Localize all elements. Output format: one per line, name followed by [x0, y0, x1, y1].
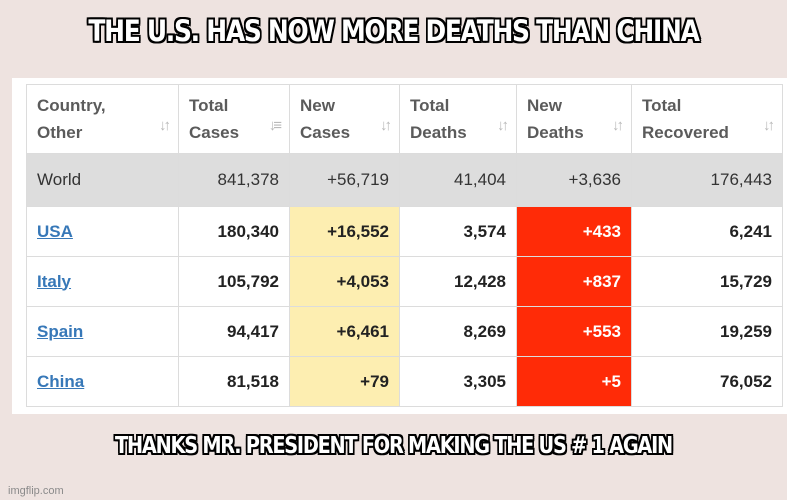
total-cases-cell: 94,417: [178, 306, 290, 357]
sort-both-icon: ↓↑: [612, 117, 624, 134]
header-country[interactable]: Country, Other ↓↑: [26, 84, 179, 154]
total-cases-cell: 105,792: [178, 256, 290, 307]
total-cases-cell: 180,340: [178, 206, 290, 257]
total-recovered-cell: 15,729: [631, 256, 783, 307]
top-caption: THE U.S. HAS NOW MORE DEATHS THAN CHINA: [88, 14, 699, 48]
sort-both-icon: ↓↑: [497, 117, 509, 134]
total-deaths-cell: 3,305: [399, 356, 517, 407]
country-cell: USA: [26, 206, 179, 257]
bottom-caption: THANKS MR. PRESIDENT FOR MAKING THE US #…: [115, 433, 673, 459]
new-deaths-cell: +3,636: [516, 153, 632, 207]
imgflip-watermark: imgflip.com: [8, 485, 64, 497]
header-new-deaths[interactable]: New Deaths ↓↑: [516, 84, 632, 154]
new-cases-cell: +4,053: [289, 256, 400, 307]
total-deaths-cell: 3,574: [399, 206, 517, 257]
total-cases-cell: 81,518: [178, 356, 290, 407]
table-row: Spain 94,417 +6,461 8,269 +553 19,259: [26, 306, 783, 357]
new-cases-cell: +56,719: [289, 153, 400, 207]
new-deaths-cell: +5: [516, 356, 632, 407]
total-recovered-cell: 76,052: [631, 356, 783, 407]
table-row-world: World 841,378 +56,719 41,404 +3,636 176,…: [26, 153, 783, 207]
country-link[interactable]: Spain: [37, 321, 84, 341]
country-link[interactable]: China: [37, 371, 85, 391]
country-cell: World: [26, 153, 179, 207]
header-total-recovered[interactable]: Total Recovered ↓↑: [631, 84, 783, 154]
total-recovered-cell: 176,443: [631, 153, 783, 207]
country-link[interactable]: USA: [37, 221, 73, 241]
country-link[interactable]: Italy: [37, 271, 72, 291]
total-recovered-cell: 19,259: [631, 306, 783, 357]
country-cell: Spain: [26, 306, 179, 357]
table-row: Italy 105,792 +4,053 12,428 +837 15,729: [26, 256, 783, 307]
new-cases-cell: +6,461: [289, 306, 400, 357]
table-row: USA 180,340 +16,552 3,574 +433 6,241: [26, 206, 783, 257]
sort-both-icon: ↓↑: [380, 117, 392, 134]
country-cell: Italy: [26, 256, 179, 307]
total-cases-cell: 841,378: [178, 153, 290, 207]
table-header-row: Country, Other ↓↑ Total Cases ↓≡ New Cases ↓↑ …: [26, 84, 783, 154]
country-cell: China: [26, 356, 179, 407]
table-row: China 81,518 +79 3,305 +5 76,052: [26, 356, 783, 407]
sort-both-icon: ↓↑: [763, 117, 775, 134]
covid-stats-table: Country, Other ↓↑ Total Cases ↓≡ New Cases ↓↑ …: [26, 84, 783, 407]
total-deaths-cell: 8,269: [399, 306, 517, 357]
new-cases-cell: +16,552: [289, 206, 400, 257]
header-new-cases[interactable]: New Cases ↓↑: [289, 84, 400, 154]
total-deaths-cell: 12,428: [399, 256, 517, 307]
new-cases-cell: +79: [289, 356, 400, 407]
stats-table-panel: Country, Other ↓↑ Total Cases ↓≡ New Cases ↓↑ …: [12, 78, 787, 414]
sort-both-icon: ↓↑: [159, 117, 171, 134]
sort-desc-icon: ↓≡: [268, 117, 282, 134]
header-total-deaths[interactable]: Total Deaths ↓↑: [399, 84, 517, 154]
new-deaths-cell: +837: [516, 256, 632, 307]
new-deaths-cell: +553: [516, 306, 632, 357]
total-recovered-cell: 6,241: [631, 206, 783, 257]
total-deaths-cell: 41,404: [399, 153, 517, 207]
new-deaths-cell: +433: [516, 206, 632, 257]
header-total-cases[interactable]: Total Cases ↓≡: [178, 84, 290, 154]
